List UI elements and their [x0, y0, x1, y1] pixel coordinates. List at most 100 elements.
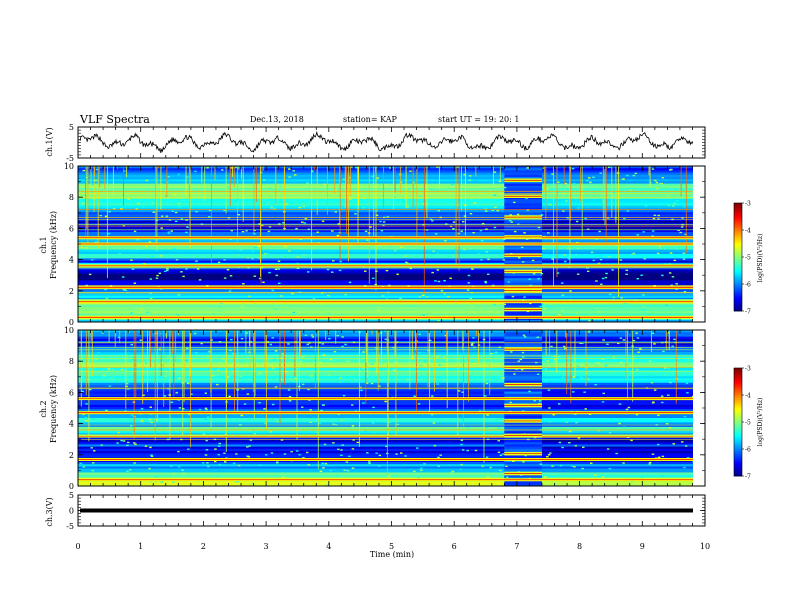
- colorbar-segment: [734, 276, 742, 279]
- spectrogram-speckle: [254, 247, 257, 249]
- spectrogram-speckle: [542, 374, 545, 376]
- spectrogram-speckle: [641, 477, 644, 479]
- spectrogram-row: [541, 247, 693, 250]
- spectrogram-speckle: [493, 194, 497, 196]
- spectrogram-speckle: [309, 421, 313, 423]
- spectrogram-row: [541, 424, 693, 428]
- spectrogram-speckle: [90, 447, 93, 449]
- spectrogram-speckle: [78, 313, 81, 316]
- spectrogram-row: [78, 313, 505, 316]
- spectrogram-speckle: [156, 274, 159, 277]
- spectrogram-speckle: [616, 172, 620, 174]
- spectrogram-speckle: [682, 258, 686, 260]
- spectrogram-speckle: [432, 429, 436, 431]
- spectrogram-row: [78, 391, 505, 395]
- spectrogram-speckle: [419, 195, 422, 198]
- spectrogram-speckle: [153, 304, 157, 306]
- spectrogram-speckle: [547, 454, 551, 456]
- colorbar-segment: [734, 452, 742, 455]
- colorbar-segment: [734, 273, 742, 276]
- spectrogram-speckle: [304, 334, 308, 336]
- spectrogram-speckle: [329, 358, 332, 361]
- spectrogram-row: [541, 282, 693, 286]
- spectrogram-speckle: [658, 183, 662, 185]
- spectrogram-speckle: [341, 345, 344, 348]
- spectrogram-speckle: [258, 402, 261, 404]
- spectrogram-speckle: [178, 357, 182, 359]
- spectrogram-speckle: [648, 313, 651, 316]
- spectrogram-speckle: [365, 382, 369, 384]
- spectrogram-speckle: [673, 338, 676, 341]
- spectrogram-speckle: [121, 276, 125, 278]
- spectrogram-speckle: [660, 182, 663, 185]
- spectrogram-speckle: [614, 419, 618, 421]
- spectrogram-speckle: [207, 465, 210, 468]
- spectrogram-speckle: [494, 352, 497, 354]
- spectrogram-speckle: [623, 218, 626, 220]
- spectrogram-speckle: [557, 355, 561, 358]
- spectrogram-speckle: [250, 482, 254, 485]
- spectrogram-speckle: [375, 452, 378, 454]
- spectrogram-speckle: [310, 334, 314, 336]
- spectrogram-speckle: [351, 467, 355, 469]
- colorbar-segment: [734, 423, 742, 426]
- spectrogram-speckle: [436, 383, 439, 385]
- spectrogram-speckle: [548, 195, 551, 198]
- spectrogram-speckle: [206, 167, 209, 169]
- spectrogram-speckle: [476, 314, 480, 317]
- spectrogram-row: [541, 462, 693, 465]
- spectrogram-speckle: [449, 225, 453, 228]
- spectrogram-row: [541, 446, 693, 450]
- colorbar-segment: [734, 474, 742, 477]
- colorbar-tick-label: -3: [745, 201, 751, 208]
- spectrogram-speckle: [265, 454, 268, 456]
- spectrogram-speckle: [346, 187, 350, 190]
- spectrogram-speckle: [246, 359, 249, 361]
- spectrogram-speckle: [136, 239, 139, 241]
- spectrogram-row: [541, 306, 693, 310]
- spectrogram-speckle: [281, 476, 285, 478]
- spectrogram-speckle: [594, 384, 597, 386]
- spectrogram-speckle: [185, 231, 188, 234]
- spectrogram-speckle: [625, 269, 628, 271]
- spectrogram-speckle: [474, 449, 478, 452]
- spectrogram-speckle: [529, 302, 532, 305]
- spectrogram-speckle: [226, 269, 230, 271]
- spectrogram-speckle: [485, 426, 488, 428]
- spectrogram-speckle: [348, 176, 351, 179]
- spectrogram-speckle: [333, 429, 337, 432]
- spectrogram-speckle: [471, 268, 474, 270]
- spectrogram-speckle: [551, 173, 554, 175]
- spectrogram-speckle: [356, 441, 359, 444]
- spectrogram-speckle: [668, 263, 671, 265]
- spectrogram-speckle: [97, 370, 100, 372]
- spectrogram-row: [541, 352, 693, 355]
- spectrogram-row: [78, 309, 505, 312]
- spectrogram-speckle: [661, 274, 664, 277]
- spectrogram-row: [504, 205, 542, 209]
- spectrogram-row: [541, 475, 693, 478]
- spectrogram-speckle: [571, 167, 575, 170]
- spectrogram-row: [504, 212, 542, 215]
- spectrogram-speckle: [345, 461, 349, 463]
- spectrogram-speckle: [409, 170, 412, 172]
- spectrogram-speckle: [560, 193, 564, 195]
- spectrogram-row: [78, 271, 505, 275]
- spectrogram-speckle: [608, 166, 611, 168]
- spectrogram-speckle: [525, 197, 528, 199]
- colorbar2-label: log(PSD)(V²/Hz): [757, 398, 764, 447]
- spectrogram-speckle: [90, 259, 94, 261]
- spectrogram-speckle: [570, 481, 573, 483]
- spectrogram-row: [504, 199, 542, 202]
- spectrogram-row: [78, 245, 505, 248]
- spectrogram-speckle: [635, 332, 638, 334]
- spectrogram-row: [78, 203, 505, 206]
- spectrogram-speckle: [553, 358, 557, 361]
- spectrogram-row: [541, 437, 693, 441]
- spectrogram-row: [541, 254, 693, 257]
- spectrogram-speckle: [549, 254, 552, 256]
- colorbar-segment: [734, 249, 742, 252]
- spectrogram-row: [78, 400, 505, 403]
- spectrogram-row: [541, 354, 693, 357]
- spectrogram-row: [504, 170, 542, 173]
